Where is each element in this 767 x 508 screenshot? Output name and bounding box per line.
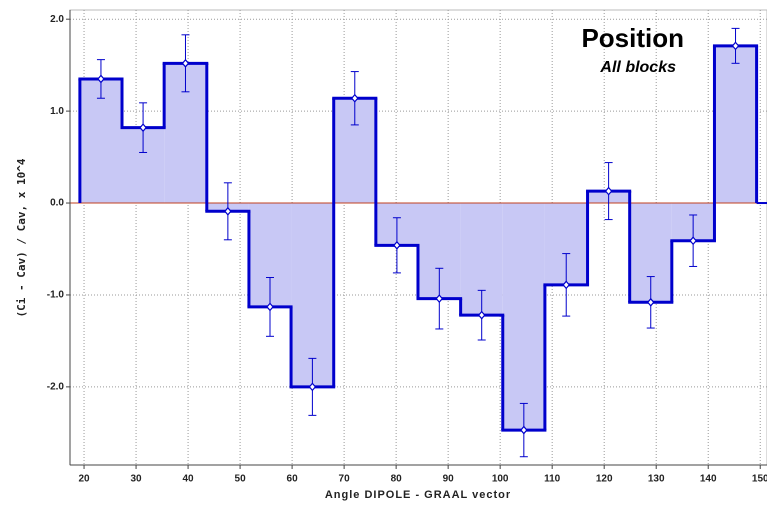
y-axis-label: (Ci - Cav) / Cav, x 10^4 [15,158,28,317]
x-tick-label: 90 [443,474,455,485]
point-marker [266,302,274,312]
x-tick-label: 120 [596,474,613,485]
x-tick-label: 20 [78,474,90,485]
x-tick-label: 140 [700,474,717,485]
point-marker [562,280,571,290]
y-tick-label: -1.0 [47,290,65,301]
point-marker [393,240,401,250]
y-tick-label: 0.0 [50,198,64,209]
point-marker [604,186,613,196]
point-marker [689,236,697,246]
x-tick-label: 110 [544,474,561,485]
point-marker [224,206,232,216]
x-tick-label: 80 [391,474,403,485]
y-tick-label: -2.0 [47,382,65,393]
point-marker [435,294,444,304]
x-tick-label: 40 [183,474,195,485]
point-marker [731,41,740,51]
x-tick-label: 70 [339,474,351,485]
y-tick-label: 1.0 [50,106,64,117]
bin-fill [79,78,123,204]
x-tick-label: 30 [130,474,142,485]
point-marker [139,123,147,133]
x-tick-label: 100 [492,474,509,485]
point-marker [97,74,105,84]
point-marker [308,382,317,392]
point-marker [520,425,528,435]
chart-subtitle: All blocks [599,59,676,76]
bin-fill [714,45,757,204]
point-marker [646,297,655,307]
x-axis-label: Angle DIPOLE - GRAAL vector [325,489,511,501]
chart-title: Position [581,23,684,53]
x-tick-label: 60 [287,474,299,485]
x-tick-label: 150 [752,474,767,485]
point-marker [350,93,359,103]
y-tick-label: 2.0 [50,14,64,25]
x-tick-label: 130 [648,474,665,485]
bin-fill [291,203,334,387]
point-marker [181,58,190,68]
point-marker [477,310,486,320]
x-tick-label: 50 [235,474,247,485]
bin-fill [502,203,545,431]
